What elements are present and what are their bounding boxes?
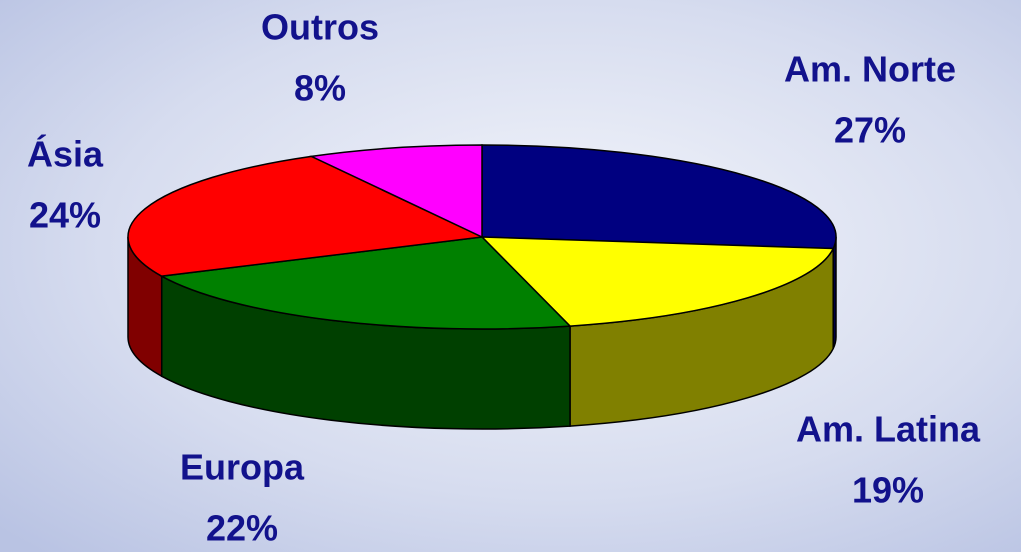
slice-label: Ásia [27, 134, 104, 175]
slice-value-label: 19% [852, 470, 924, 511]
slice-label: Europa [180, 447, 305, 488]
pie-tops [127, 144, 837, 330]
slice-value-label: 22% [206, 508, 278, 549]
slice-label: Am. Norte [784, 49, 956, 90]
labels: Am. Norte 27% Am. Latina 19% Europa 22% Ásia 24… [27, 7, 981, 549]
slice [481, 144, 837, 250]
slice [159, 236, 572, 330]
slice-label: Outros [261, 7, 379, 48]
slice-value-label: 24% [29, 195, 101, 236]
slice [480, 236, 835, 327]
slice-value-label: 8% [294, 68, 346, 109]
slice-label: Am. Latina [796, 409, 981, 450]
slice [308, 144, 483, 239]
slice [127, 155, 485, 277]
slice-value-label: 27% [834, 110, 906, 151]
